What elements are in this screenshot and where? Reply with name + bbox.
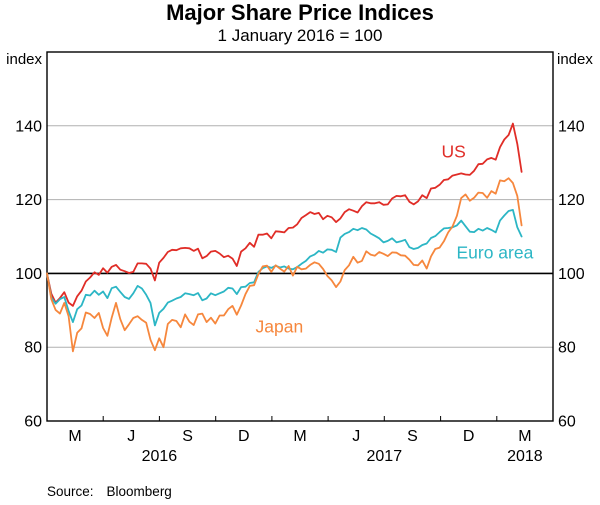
y-tick-label-left: 140 [15, 118, 42, 135]
y-tick-label-right: 80 [558, 340, 576, 357]
x-tick-label: D [238, 428, 250, 445]
source-label: Source: [47, 484, 94, 499]
y-tick-label-right: 100 [558, 266, 585, 283]
source-note: Source: Bloomberg [47, 484, 172, 499]
y-tick-label-right: 140 [558, 118, 585, 135]
y-tick-label-left: 80 [24, 340, 42, 357]
series-label-us: US [441, 141, 466, 162]
x-tick-label: M [293, 428, 306, 445]
series-label-euro-area: Euro area [456, 242, 534, 263]
series-line-japan [46, 177, 523, 353]
y-tick-label-left: 120 [15, 192, 42, 209]
y-tick-label-left: 100 [15, 266, 42, 283]
x-year-label: 2016 [142, 448, 178, 465]
source-value: Bloomberg [106, 484, 172, 499]
x-tick-label: D [463, 428, 475, 445]
series-line-us [46, 122, 523, 307]
y-axis-unit-right: index [557, 51, 593, 68]
x-year-label: 2017 [367, 448, 403, 465]
y-tick-label-left: 60 [24, 414, 42, 431]
chart-subtitle: 1 January 2016 = 100 [217, 26, 383, 45]
x-tick-label: J [127, 428, 135, 445]
series-line-euro-area [46, 208, 523, 327]
x-tick-label: S [407, 428, 418, 445]
y-axis-unit-left: index [6, 51, 42, 68]
plot-border [46, 51, 554, 422]
x-tick-label: S [182, 428, 193, 445]
x-tick-label: M [68, 428, 81, 445]
chart-title: Major Share Price Indices [166, 0, 434, 25]
x-tick-label: J [352, 428, 360, 445]
x-year-label: 2018 [507, 448, 543, 465]
y-tick-label-right: 60 [558, 414, 576, 431]
y-tick-label-right: 120 [558, 192, 585, 209]
x-tick-label: M [518, 428, 531, 445]
series-label-japan: Japan [255, 316, 304, 337]
